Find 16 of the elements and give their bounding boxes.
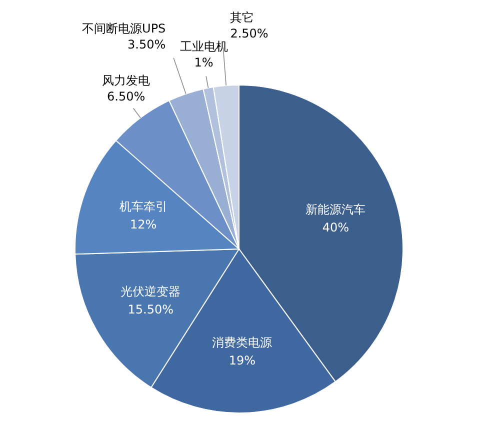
data-label: 1% (194, 55, 214, 70)
data-label: 19% (228, 354, 256, 368)
data-label: 2.50% (230, 26, 268, 41)
data-label: 15.50% (128, 302, 174, 316)
slice-label: 机车牵引 (119, 200, 168, 214)
data-label: 12% (130, 218, 157, 232)
data-label: 6.50% (107, 90, 146, 104)
slice-label: 其它 (230, 10, 254, 25)
slice-label: 光伏逆变器 (120, 284, 181, 298)
slice-label: 不间断电源UPS (82, 22, 166, 36)
data-label: 3.50% (128, 38, 166, 52)
slice-label: 风力发电 (102, 74, 150, 88)
slice-label: 工业电机 (180, 39, 228, 54)
slice-label: 新能源汽车 (306, 202, 366, 217)
data-label: 40% (322, 220, 350, 235)
slice-label: 消费类电源 (212, 336, 272, 350)
